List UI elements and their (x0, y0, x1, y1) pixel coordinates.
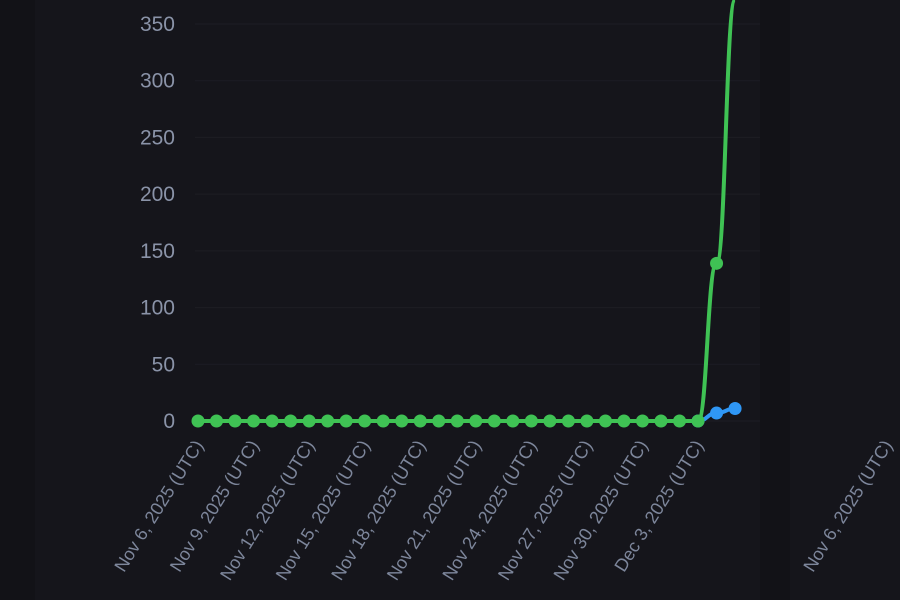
data-point[interactable] (247, 414, 261, 428)
data-point[interactable] (321, 414, 335, 428)
y-tick-label: 50 (152, 353, 175, 376)
data-point[interactable] (210, 414, 224, 428)
data-point[interactable] (524, 414, 538, 428)
data-point[interactable] (691, 414, 705, 428)
y-tick-label: 350 (140, 13, 175, 36)
data-point[interactable] (598, 414, 612, 428)
y-tick-label: 200 (140, 183, 175, 206)
data-point[interactable] (710, 256, 724, 270)
data-point[interactable] (487, 414, 501, 428)
series-group (191, 0, 742, 428)
y-axis: 0 50 100 150 200 250 300 350 (140, 13, 175, 433)
data-point[interactable] (228, 414, 242, 428)
data-point[interactable] (376, 414, 390, 428)
side-chart-panel (790, 0, 900, 600)
data-point[interactable] (617, 414, 631, 428)
data-point[interactable] (710, 406, 724, 420)
data-point[interactable] (413, 414, 427, 428)
data-point[interactable] (580, 414, 594, 428)
data-point[interactable] (284, 414, 298, 428)
data-point[interactable] (395, 414, 409, 428)
data-point[interactable] (506, 414, 520, 428)
data-point[interactable] (469, 414, 483, 428)
y-tick-label: 150 (140, 240, 175, 263)
y-tick-label: 250 (140, 126, 175, 149)
data-point[interactable] (728, 402, 742, 416)
data-point[interactable] (432, 414, 446, 428)
y-tick-label: 0 (163, 410, 175, 433)
data-point[interactable] (191, 414, 205, 428)
y-tick-label: 300 (140, 70, 175, 93)
data-point[interactable] (339, 414, 353, 428)
data-point[interactable] (265, 414, 279, 428)
data-point[interactable] (543, 414, 557, 428)
data-point[interactable] (302, 414, 316, 428)
data-point[interactable] (635, 414, 649, 428)
data-point[interactable] (358, 414, 372, 428)
data-point[interactable] (561, 414, 575, 428)
y-tick-label: 100 (140, 297, 175, 320)
data-point[interactable] (654, 414, 668, 428)
chart-panel (35, 0, 760, 600)
data-point[interactable] (450, 414, 464, 428)
data-point[interactable] (673, 414, 687, 428)
